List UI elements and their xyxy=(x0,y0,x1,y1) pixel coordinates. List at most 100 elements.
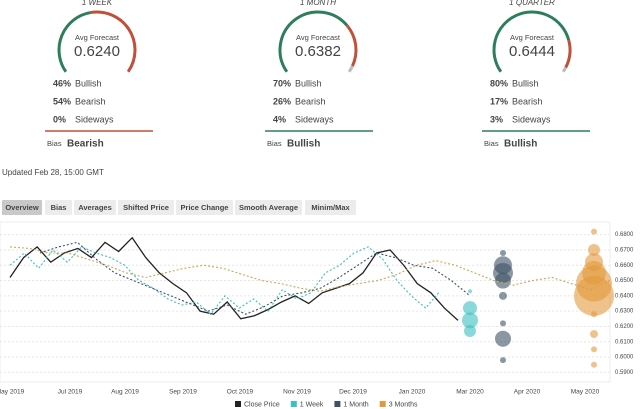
x-tick-label: Jan 2020 xyxy=(399,389,426,396)
series-line xyxy=(9,236,459,321)
legend-label: 3 Months xyxy=(389,401,418,408)
series-line xyxy=(39,241,471,315)
stat-name: Bullish xyxy=(512,78,539,88)
y-tick-label: 0.6400 xyxy=(615,293,634,299)
forecast-bubble xyxy=(591,361,597,368)
x-tick-label: Dec 2019 xyxy=(339,389,367,396)
y-tick-label: 0.6100 xyxy=(615,339,634,345)
tab[interactable] xyxy=(2,200,42,215)
x-tick-label: May 2020 xyxy=(571,389,600,396)
forecast-bubble xyxy=(468,289,472,294)
gauge-arc xyxy=(492,10,571,73)
y-tick-label: 0.6300 xyxy=(615,309,634,315)
legend-swatch xyxy=(379,401,386,407)
y-tick-label: 0.6000 xyxy=(615,355,634,361)
forecast-bubble xyxy=(495,272,511,289)
gauge-arc xyxy=(564,39,572,69)
stat-name: Bearish xyxy=(295,96,326,106)
forecast-bubble xyxy=(500,320,506,327)
y-tick-label: 0.6700 xyxy=(615,248,634,254)
tab[interactable] xyxy=(176,200,233,215)
legend-swatch xyxy=(334,401,341,407)
y-tick-label: 0.6200 xyxy=(615,324,634,330)
bias-label: Bias xyxy=(47,139,62,148)
tab-label[interactable]: Smooth Average xyxy=(239,203,298,212)
stat-name: Bullish xyxy=(75,78,102,88)
y-tick-label: 0.6500 xyxy=(615,278,634,284)
stat-percent: 17% xyxy=(490,96,508,106)
stat-percent: 3% xyxy=(490,114,503,124)
gauge-caption: Avg Forecast xyxy=(75,33,120,42)
legend-label: Close Price xyxy=(244,401,280,408)
gauge-period: 1 MONTH xyxy=(300,0,336,7)
legend-swatch xyxy=(235,401,241,407)
tab-label[interactable]: Price Change xyxy=(181,203,229,212)
gauge-period: 1 WEEK xyxy=(82,0,113,7)
bias-value: Bearish xyxy=(67,139,104,150)
stat-name: Sideways xyxy=(512,114,551,124)
gauge-caption: Avg Forecast xyxy=(296,33,341,42)
updated-note: Updated Feb 28, 15:00 GMT xyxy=(2,168,104,177)
stat-percent: 54% xyxy=(53,96,71,106)
stat-name: Bullish xyxy=(295,78,322,88)
tab-label[interactable]: Averages xyxy=(78,203,112,212)
x-tick-label: Apr 2020 xyxy=(514,389,541,396)
tab[interactable] xyxy=(305,200,356,215)
stat-percent: 80% xyxy=(490,78,508,88)
x-tick-label: Sep 2019 xyxy=(169,389,197,396)
bias-value: Bullish xyxy=(504,139,537,150)
x-tick-label: May 2019 xyxy=(0,389,25,396)
forecast-bubble xyxy=(463,301,477,316)
stat-percent: 46% xyxy=(53,78,71,88)
forecast-bubble xyxy=(590,330,598,339)
legend-label: 1 Month xyxy=(343,401,368,408)
gauge-arc xyxy=(345,24,358,67)
bias-value: Bullish xyxy=(287,139,320,150)
gauge-caption: Avg Forecast xyxy=(510,33,555,42)
gauge-value: 0.6444 xyxy=(509,43,555,60)
tab[interactable] xyxy=(118,200,174,215)
forecast-bubble xyxy=(500,357,506,364)
tab-label[interactable]: Minim/Max xyxy=(311,203,350,212)
stat-percent: 4% xyxy=(273,114,286,124)
gauge-value: 0.6240 xyxy=(74,43,120,60)
stat-name: Sideways xyxy=(75,114,114,124)
bias-label: Bias xyxy=(267,139,282,148)
legend-label: 1 Week xyxy=(300,401,324,408)
y-tick-label: 0.6800 xyxy=(615,232,634,238)
gauge-arc xyxy=(90,10,137,73)
forecast-bubble xyxy=(462,312,478,329)
stat-name: Bearish xyxy=(512,96,543,106)
forecast-bubble xyxy=(591,228,597,235)
tab-label[interactable]: Overview xyxy=(5,203,39,212)
gauge-arc xyxy=(561,66,568,73)
tab-label[interactable]: Bias xyxy=(51,203,67,212)
x-tick-label: Aug 2019 xyxy=(111,389,139,396)
gauge-period: 1 QUARTER xyxy=(509,0,555,7)
tab[interactable] xyxy=(235,200,302,215)
stat-percent: 26% xyxy=(273,96,291,106)
tab[interactable] xyxy=(45,200,72,215)
forecast-bubble xyxy=(464,325,476,338)
stat-name: Bearish xyxy=(75,96,106,106)
forecast-bubble xyxy=(499,291,507,300)
stat-name: Sideways xyxy=(295,114,334,124)
series-line xyxy=(9,246,441,316)
x-tick-label: Jul 2019 xyxy=(58,389,83,396)
series-line xyxy=(9,246,611,292)
bias-label: Bias xyxy=(484,139,499,148)
tab-label[interactable]: Shifted Price xyxy=(123,203,169,212)
y-tick-label: 0.6600 xyxy=(615,263,634,269)
stat-percent: 70% xyxy=(273,78,291,88)
forecast-bubble xyxy=(591,311,597,318)
gauge-value: 0.6382 xyxy=(295,43,341,60)
gauge-arc xyxy=(347,65,354,73)
tab[interactable] xyxy=(74,200,116,215)
forecast-bubble xyxy=(495,330,511,347)
legend-swatch xyxy=(290,401,297,407)
stat-percent: 0% xyxy=(53,114,66,124)
forecast-bubble xyxy=(500,250,506,257)
x-tick-label: Oct 2019 xyxy=(227,389,254,396)
